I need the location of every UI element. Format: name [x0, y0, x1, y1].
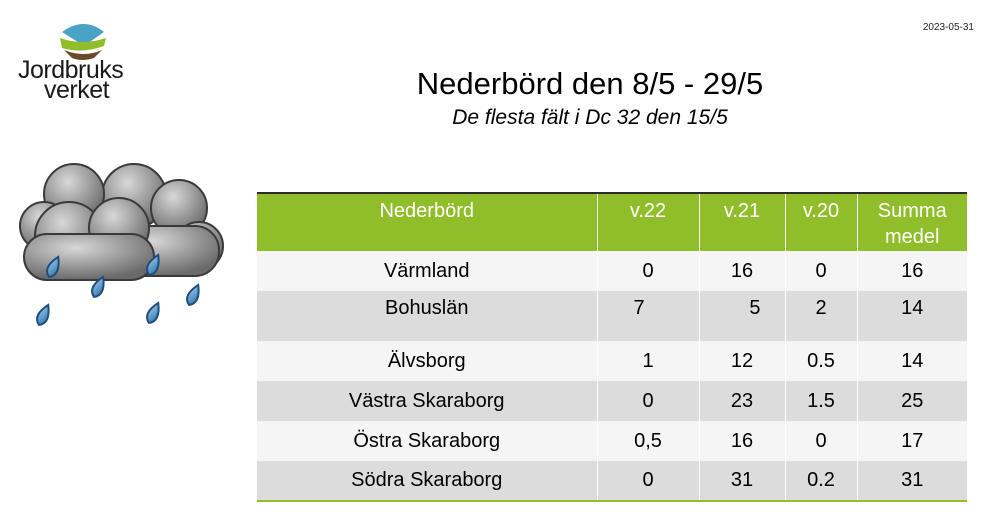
cell-v22: 0,5	[596, 421, 699, 461]
cell-v20: 0.2	[784, 461, 857, 501]
cell-sum: 14	[856, 341, 967, 381]
page-subtitle: De flesta fält i Dc 32 den 15/5	[452, 106, 728, 129]
table-row: Värmland 0 16 0 16	[257, 251, 967, 291]
rain-cloud-icon	[19, 163, 224, 326]
cell-region: Värmland	[257, 251, 597, 291]
cell-v20: 0	[784, 251, 857, 291]
cell-v20: 1.5	[784, 381, 857, 421]
cell-v20: 0.5	[784, 341, 857, 381]
cell-v22: 0	[596, 461, 699, 501]
table-row: Södra Skaraborg 0 31 0.2 31	[257, 461, 967, 501]
logo-line-1: Jordbruks	[18, 56, 124, 84]
cell-v22: 0	[596, 381, 699, 421]
cell-region: Östra Skaraborg	[257, 421, 597, 461]
logo-wordmark: Jordbruks verket	[18, 56, 124, 104]
jordbruksverket-logo-icon	[60, 24, 106, 60]
date-label: 2023-05-31	[922, 22, 974, 33]
cell-v21: 16	[698, 421, 785, 461]
col-header-v21: v.21	[698, 193, 785, 251]
cell-sum: 25	[856, 381, 967, 421]
cell-v20: 0	[784, 421, 857, 461]
cell-sum: 31	[856, 461, 967, 501]
cell-sum: 17	[856, 421, 967, 461]
cell-region: Bohuslän	[257, 291, 597, 341]
table-row: Västra Skaraborg 0 23 1.5 25	[257, 381, 967, 421]
cell-v22: 0	[596, 251, 699, 291]
table-row: Östra Skaraborg 0,5 16 0 17	[257, 421, 967, 461]
cell-v21: 31	[698, 461, 785, 501]
cell-v21: 23	[698, 381, 785, 421]
table-header-row: Nederbörd v.22 v.21 v.20 Summa medel	[257, 193, 967, 251]
col-header-region: Nederbörd	[257, 193, 597, 251]
cell-v20: 2	[784, 291, 857, 341]
cell-v21: 5	[698, 291, 785, 341]
col-header-v22: v.22	[596, 193, 699, 251]
cell-v21: 12	[698, 341, 785, 381]
page-title: Nederbörd den 8/5 - 29/5	[416, 66, 764, 101]
table-row: Älvsborg 1 12 0.5 14	[257, 341, 967, 381]
cell-sum: 14	[856, 291, 967, 341]
cell-v21: 16	[698, 251, 785, 291]
table-row: Bohuslän 7 5 2 14	[257, 291, 967, 341]
cell-region: Västra Skaraborg	[257, 381, 597, 421]
precipitation-table: Nederbörd v.22 v.21 v.20 Summa medel Vär…	[257, 192, 967, 502]
cell-v22: 7	[596, 291, 699, 341]
col-header-sum: Summa medel	[856, 193, 967, 251]
col-header-v20: v.20	[784, 193, 857, 251]
cell-region: Älvsborg	[257, 341, 597, 381]
cell-sum: 16	[856, 251, 967, 291]
logo-line-2: verket	[44, 76, 110, 104]
cell-v22: 1	[596, 341, 699, 381]
cell-region: Södra Skaraborg	[257, 461, 597, 501]
